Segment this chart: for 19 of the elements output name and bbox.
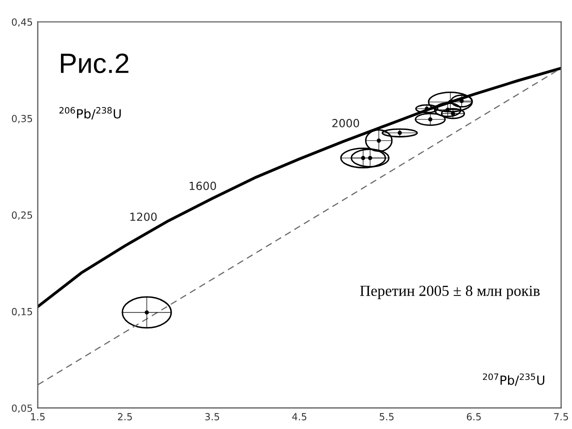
y-tick-label: 0,45	[12, 18, 32, 27]
x-tick-label: 1.5	[31, 413, 45, 420]
y-tick-label: 0,15	[12, 308, 32, 316]
annotation: 1600	[190, 182, 216, 190]
x-tick-label: 7.5	[554, 413, 568, 420]
x-tick-label: 3.5	[205, 413, 220, 420]
y-tick-label: 0,25	[12, 211, 32, 220]
text: Рис.2	[60, 54, 128, 74]
y-tick-label: 0,35	[12, 114, 32, 124]
y-axis-title: $^{206}$Pb/$^{238}$U	[59, 107, 121, 120]
y-tick-label: 0,05	[12, 404, 32, 413]
annotation: 2000	[332, 118, 360, 128]
annotation: 1200	[130, 212, 157, 221]
x-tick-label: 6.5	[466, 413, 481, 420]
x-tick-label: 4.5	[292, 413, 306, 420]
x-tick-label: 2.5	[118, 413, 132, 420]
annotation: Перетин 2005 ± 8 млн років	[360, 286, 540, 300]
x-tick-label: 5.5	[380, 413, 394, 420]
x-axis-title: $^{207}$Pb/$^{235}$U	[482, 373, 544, 386]
